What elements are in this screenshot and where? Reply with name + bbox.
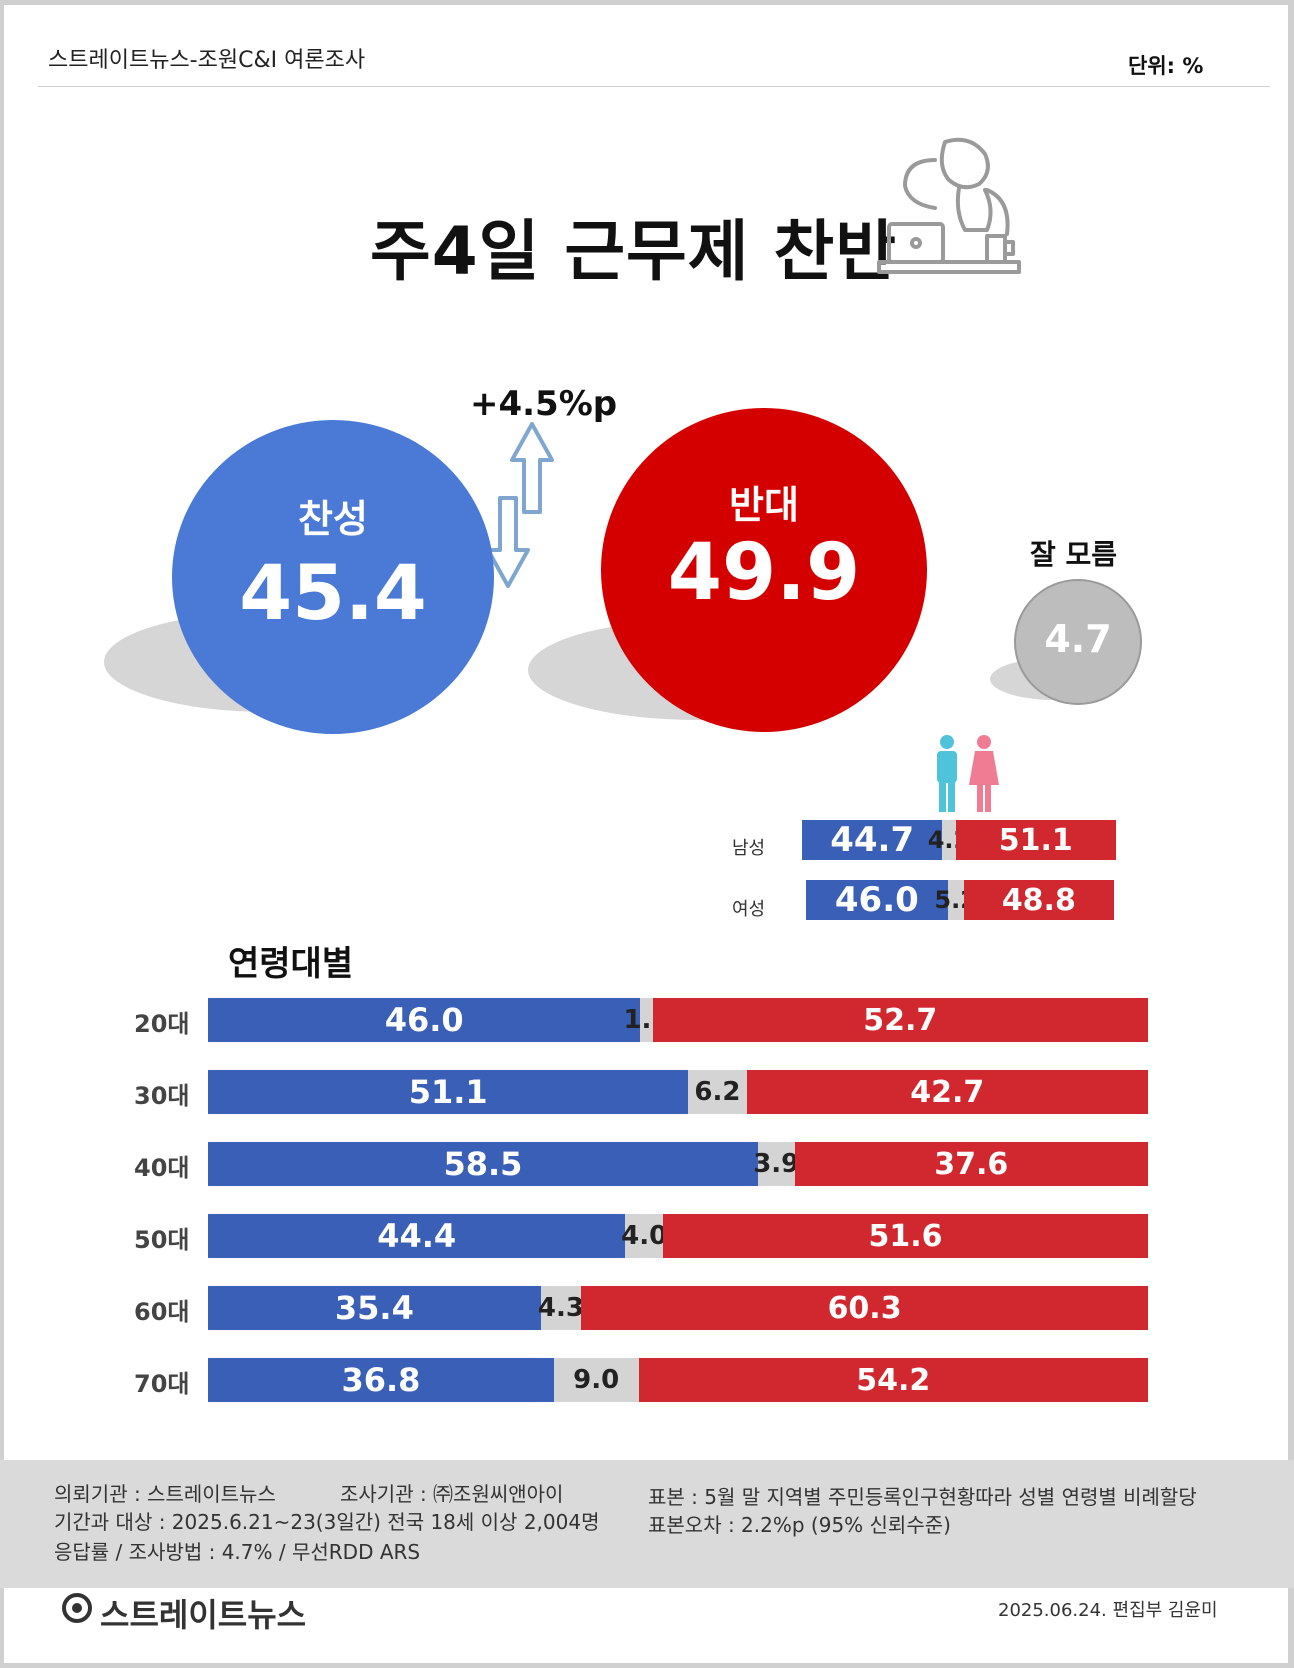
gender-seg-disagree: 51.1 bbox=[955, 820, 1116, 860]
gender-seg-neutral: 5.2 bbox=[934, 880, 977, 920]
age-bar-segment: 54.2 bbox=[638, 1358, 1148, 1402]
age-chart-title: 연령대별 bbox=[228, 944, 354, 984]
disagree-value: 49.9 bbox=[667, 528, 861, 618]
age-label: 20대 bbox=[134, 1010, 190, 1038]
dontknow-value: 4.7 bbox=[1044, 617, 1112, 661]
footer-sample: 표본 : 5월 말 지역별 주민등록인구현황따라 성별 연령별 비례할당 bbox=[648, 1485, 1197, 1509]
age-label: 60대 bbox=[134, 1298, 190, 1326]
disagree-bubble: 반대 49.9 bbox=[601, 408, 927, 732]
page-title: 주4일 근무제 찬반 bbox=[370, 213, 897, 290]
header-divider bbox=[38, 86, 1270, 87]
gender-icon bbox=[937, 735, 999, 812]
age-bar-segment: 42.7 bbox=[746, 1070, 1148, 1114]
age-bar-segment: 9.0 bbox=[553, 1358, 639, 1402]
age-label: 40대 bbox=[134, 1154, 190, 1182]
footer-box bbox=[0, 1460, 1294, 1588]
age-bar-segment: 58.5 bbox=[208, 1142, 758, 1186]
age-bar-row: 35.4 4.3 60.3 bbox=[208, 1286, 1148, 1330]
footer-error: 표본오차 : 2.2%p (95% 신뢰수준) bbox=[648, 1513, 951, 1537]
agree-value: 45.4 bbox=[239, 548, 427, 637]
difference-label: +4.5%p bbox=[470, 384, 618, 424]
footer-commissioner: 의뢰기관 : 스트레이트뉴스 bbox=[54, 1482, 276, 1506]
survey-source: 스트레이트뉴스-조원C&I 여론조사 bbox=[48, 48, 366, 73]
agree-label: 찬성 bbox=[298, 497, 368, 541]
age-bar-segment: 60.3 bbox=[581, 1286, 1148, 1330]
gender-seg-disagree: 48.8 bbox=[963, 880, 1114, 920]
age-bar-segment: 3.9 bbox=[753, 1142, 799, 1186]
footer-period: 기간과 대상 : 2025.6.21~23(3일간) 전국 18세 이상 2,0… bbox=[54, 1510, 600, 1534]
logo-icon bbox=[62, 1593, 92, 1623]
disagree-label: 반대 bbox=[729, 483, 799, 527]
age-bar-segment: 44.4 bbox=[208, 1214, 626, 1258]
age-bar-segment: 35.4 bbox=[208, 1286, 541, 1330]
age-bar-row: 51.1 6.2 42.7 bbox=[208, 1070, 1148, 1114]
gender-seg-agree: 46.0 bbox=[806, 880, 948, 920]
gender-label-female: 여성 bbox=[732, 899, 766, 920]
gender-seg-neutral: 4.2 bbox=[928, 820, 970, 860]
worker-laptop-icon bbox=[877, 137, 1021, 274]
age-label: 70대 bbox=[134, 1370, 190, 1398]
age-label: 50대 bbox=[134, 1226, 190, 1254]
age-bar-segment: 36.8 bbox=[208, 1358, 554, 1402]
publish-date: 2025.06.24. 편집부 김윤미 bbox=[998, 1600, 1218, 1621]
dontknow-bubble: 4.7 bbox=[1014, 579, 1142, 705]
age-bar-row: 46.0 1.3 52.7 bbox=[208, 998, 1148, 1042]
gender-bar-male: 44.7 4.2 51.1 bbox=[802, 820, 1116, 860]
logo-text: 스트레이트뉴스 bbox=[100, 1596, 307, 1634]
age-bar-segment: 6.2 bbox=[688, 1070, 747, 1114]
age-bar-segment: 4.0 bbox=[621, 1214, 667, 1258]
agree-bubble: 찬성 45.4 bbox=[172, 420, 494, 734]
dontknow-label: 잘 모름 bbox=[1030, 538, 1118, 571]
gender-bar-female: 46.0 5.2 48.8 bbox=[806, 880, 1114, 920]
age-bar-row: 36.8 9.0 54.2 bbox=[208, 1358, 1148, 1402]
gender-label-male: 남성 bbox=[732, 838, 766, 859]
gender-seg-agree: 44.7 bbox=[802, 820, 943, 860]
age-bar-row: 58.5 3.9 37.6 bbox=[208, 1142, 1148, 1186]
footer-method: 응답률 / 조사방법 : 4.7% / 무선RDD ARS bbox=[54, 1540, 421, 1564]
age-label: 30대 bbox=[134, 1082, 190, 1110]
age-bar-row: 44.4 4.0 51.6 bbox=[208, 1214, 1148, 1258]
age-bar-segment: 52.7 bbox=[652, 998, 1148, 1042]
footer-pollster: 조사기관 : ㈜조원씨앤아이 bbox=[340, 1482, 564, 1506]
age-bar-segment: 51.1 bbox=[208, 1070, 689, 1114]
age-bar-segment: 46.0 bbox=[208, 998, 641, 1042]
age-bar-segment: 4.3 bbox=[538, 1286, 584, 1330]
age-bar-segment: 51.6 bbox=[662, 1214, 1148, 1258]
age-bar-segment: 1.3 bbox=[623, 998, 670, 1042]
age-bar-segment: 37.6 bbox=[794, 1142, 1148, 1186]
unit-label: 단위: % bbox=[1128, 54, 1204, 78]
